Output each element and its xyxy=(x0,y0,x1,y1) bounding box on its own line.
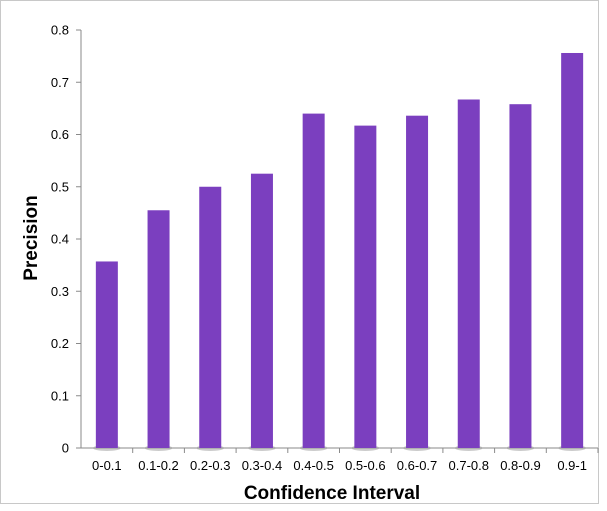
x-tick-label: 0.8-0.9 xyxy=(500,458,540,473)
y-tick-label: 0.1 xyxy=(51,388,69,403)
x-tick-label: 0.3-0.4 xyxy=(242,458,282,473)
y-tick-label: 0.6 xyxy=(51,127,69,142)
bar-0.5-0.6 xyxy=(354,125,377,449)
x-axis-title: Confidence Interval xyxy=(244,483,420,504)
bar-0.1-0.2 xyxy=(147,210,170,448)
bar-0.3-0.4 xyxy=(250,173,273,448)
bar-0.7-0.8 xyxy=(457,99,480,449)
bar-0-0.1 xyxy=(95,261,118,448)
x-tick-label: 0.5-0.6 xyxy=(345,458,385,473)
y-tick-label: 0.5 xyxy=(51,179,69,194)
bar-0.4-0.5 xyxy=(302,113,325,448)
x-tick-label: 0.9-1 xyxy=(557,458,587,473)
x-tick-label: 0.2-0.3 xyxy=(190,458,230,473)
x-tick-label: 0.4-0.5 xyxy=(293,458,333,473)
y-tick-label: 0 xyxy=(62,441,69,456)
bar-0.6-0.7 xyxy=(406,115,429,448)
chart-border xyxy=(0,0,599,504)
y-tick-label: 0.4 xyxy=(51,232,69,247)
plot-area: 0 0.1 0.2 0.3 0.4 0.5 0.6 0.7 0.8 0-0.1 0.1-0.2 0.2… xyxy=(51,23,599,473)
y-tick-label: 0.2 xyxy=(51,336,69,351)
x-tick-label: 0.6-0.7 xyxy=(397,458,437,473)
y-tick-label: 0.8 xyxy=(51,23,69,38)
bar-0.2-0.3 xyxy=(199,186,222,448)
y-tick-label: 0.7 xyxy=(51,75,69,90)
x-tick-label: 0.7-0.8 xyxy=(449,458,489,473)
bar-0.9-1 xyxy=(561,52,584,449)
y-tick-label: 0.3 xyxy=(51,284,69,299)
x-tick-label: 0-0.1 xyxy=(92,458,122,473)
bar-0.8-0.9 xyxy=(509,104,532,448)
y-axis-title: Precision xyxy=(21,195,42,281)
x-tick-label: 0.1-0.2 xyxy=(138,458,178,473)
